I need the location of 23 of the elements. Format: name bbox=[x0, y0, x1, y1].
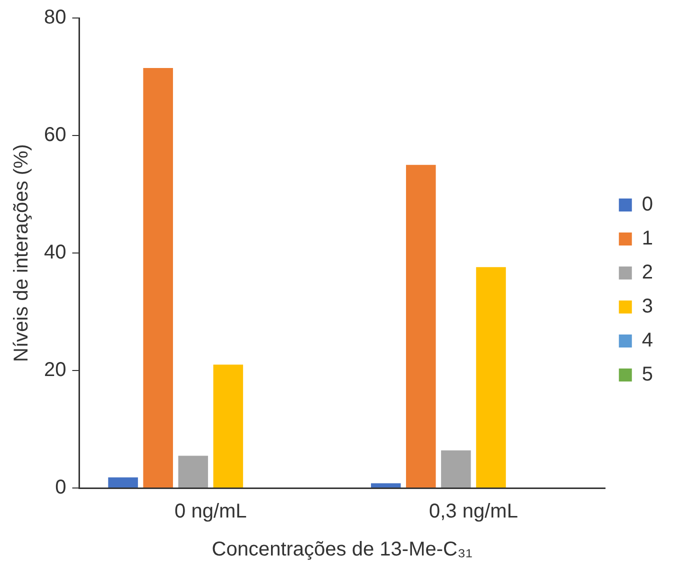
x-tick-label: 0,3 ng/mL bbox=[428, 500, 518, 523]
legend-label: 2 bbox=[642, 262, 653, 284]
y-tick-label: 60 bbox=[44, 124, 66, 146]
x-axis-title: Concentrações de 13-Me-C₃₁ bbox=[212, 538, 473, 561]
legend-label: 5 bbox=[642, 364, 653, 386]
y-tick-label: 80 bbox=[44, 6, 66, 29]
legend-label: 1 bbox=[642, 228, 653, 250]
bar bbox=[370, 483, 401, 488]
legend-label: 3 bbox=[642, 296, 653, 318]
bar bbox=[213, 364, 244, 488]
bar bbox=[178, 456, 208, 488]
bar bbox=[406, 164, 436, 488]
bar bbox=[476, 267, 506, 488]
x-tick-label: 0 ng/mL bbox=[174, 500, 247, 523]
legend-label: 0 bbox=[642, 194, 653, 216]
bar bbox=[108, 477, 138, 488]
legend-label: 4 bbox=[642, 330, 653, 352]
y-tick-label: 0 bbox=[55, 476, 66, 499]
bar bbox=[441, 450, 471, 488]
y-axis-title: Níveis de interações (%) bbox=[10, 144, 33, 362]
bar bbox=[143, 68, 173, 488]
y-tick-label: 40 bbox=[44, 242, 66, 264]
y-tick-label: 20 bbox=[44, 359, 66, 382]
